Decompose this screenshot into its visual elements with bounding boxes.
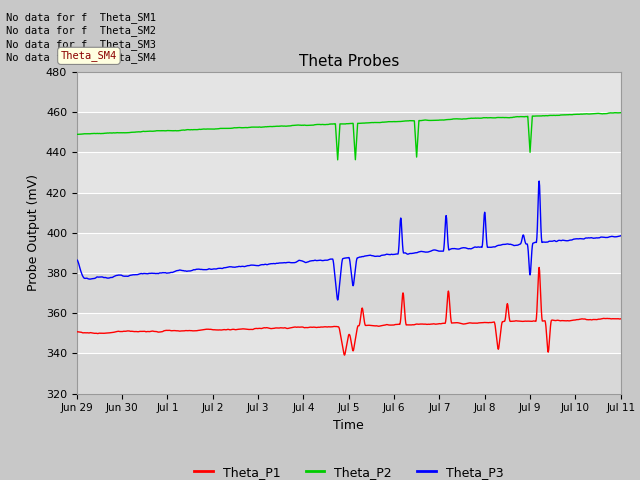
Bar bbox=[77, 192, 621, 233]
Bar bbox=[77, 273, 621, 313]
Text: No data for f  Theta_SM4: No data for f Theta_SM4 bbox=[6, 52, 156, 63]
Text: No data for f  Theta_SM1: No data for f Theta_SM1 bbox=[6, 12, 156, 23]
Bar bbox=[77, 153, 621, 192]
Bar bbox=[77, 353, 621, 394]
Text: No data for f  Theta_SM3: No data for f Theta_SM3 bbox=[6, 39, 156, 50]
Text: Theta_SM4: Theta_SM4 bbox=[61, 50, 117, 61]
Title: Theta Probes: Theta Probes bbox=[299, 54, 399, 70]
X-axis label: Time: Time bbox=[333, 419, 364, 432]
Bar bbox=[77, 233, 621, 273]
Y-axis label: Probe Output (mV): Probe Output (mV) bbox=[28, 174, 40, 291]
Bar bbox=[77, 112, 621, 153]
Bar bbox=[77, 72, 621, 112]
Legend: Theta_P1, Theta_P2, Theta_P3: Theta_P1, Theta_P2, Theta_P3 bbox=[189, 461, 508, 480]
Bar bbox=[77, 313, 621, 353]
Text: No data for f  Theta_SM2: No data for f Theta_SM2 bbox=[6, 25, 156, 36]
